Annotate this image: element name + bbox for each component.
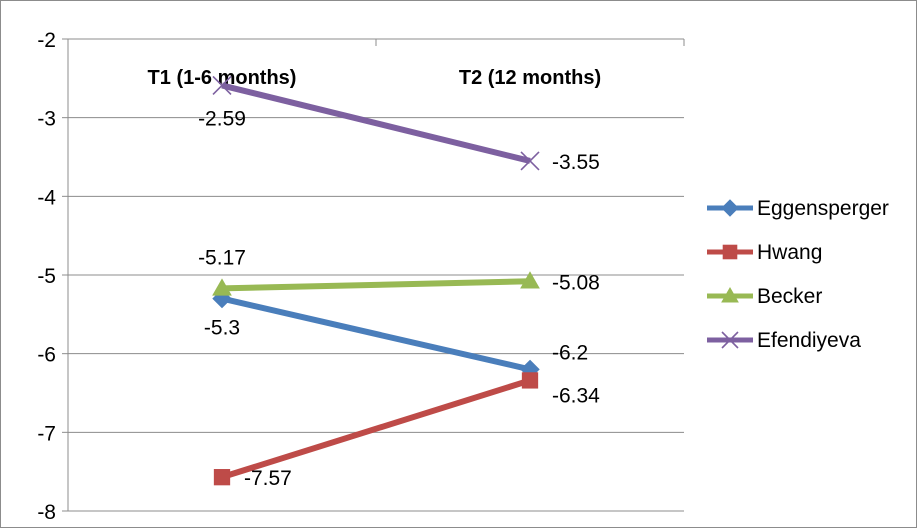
y-tick-label: -5 [37,265,56,288]
marker-stroke [520,151,540,171]
data-label: -2.59 [198,107,246,130]
series-line-hwang [221,377,531,481]
series-line-eggensperger [221,295,531,373]
axes: -2 -3 -4 -5 -6 -7 -8 T1 (1-6 months) T2 (12 mont… [37,29,685,524]
category-label: T2 (12 months) [459,67,601,89]
category-label: T1 (1-6 months) [148,67,297,89]
data-label: -5.3 [204,317,240,340]
legend-marker [722,244,738,260]
legend-marker [721,331,739,349]
legend: Eggensperger Hwang Becker Efendiyeva [707,197,889,352]
marker-stroke [721,331,739,349]
point-efendiyeva [520,151,540,171]
legend-label: Eggensperger [757,197,889,220]
y-tick-label: -6 [37,344,56,367]
y-tick-label: -3 [37,108,56,131]
series-line-efendiyeva [221,82,531,164]
legend-label: Becker [757,285,822,308]
series-line-becker [221,278,531,292]
point-becker [520,271,540,289]
legend-marker [721,286,739,303]
data-label: -5.17 [198,246,246,269]
data-label: -3.55 [552,151,600,174]
y-tick-label: -8 [37,501,56,524]
series-layer [212,75,540,486]
legend-label: Hwang [757,241,822,264]
legend-label: Efendiyeva [757,329,861,352]
data-label: -6.2 [552,341,588,364]
point-efendiyeva [212,75,232,95]
data-label: -5.08 [552,271,600,294]
data-label: -6.34 [552,384,600,407]
point-hwang [521,372,539,389]
marker-stroke [212,75,232,95]
y-tick-label: -2 [37,29,56,52]
data-labels: -5.3 -6.2 -7.57 -6.34 -5.17 -5.08 -2.59 -3.55 [198,107,600,490]
point-becker [212,278,232,296]
point-hwang [213,469,231,486]
gridlines [68,38,684,512]
y-tick-label: -7 [37,422,56,445]
legend-marker [721,199,739,217]
y-tick-label: -4 [37,186,56,209]
data-label: -7.57 [244,467,292,490]
